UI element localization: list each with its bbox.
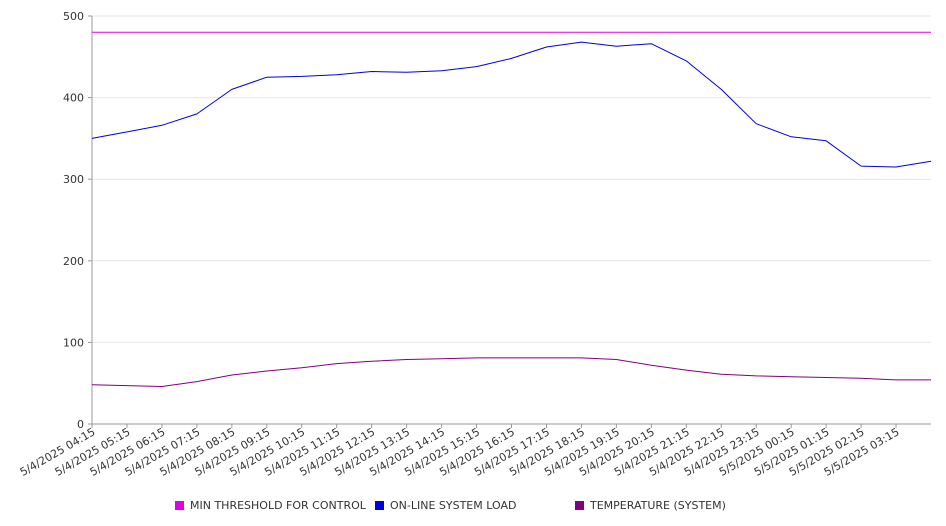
y-tick-label-300: 300 (63, 173, 84, 186)
series-lines (91, 31, 932, 387)
axes (91, 16, 931, 425)
y-tick-label-400: 400 (63, 92, 84, 105)
legend-item-temperature[interactable]: TEMPERATURE (SYSTEM) (575, 499, 726, 512)
legend-item-min-threshold[interactable]: MIN THRESHOLD FOR CONTROL (175, 499, 366, 512)
legend-swatch-temperature (575, 501, 584, 510)
legend-label-system-load: ON-LINE SYSTEM LOAD (390, 499, 517, 512)
gridlines (92, 15, 931, 425)
x-axis-ticks: 5/4/2025 04:155/4/2025 05:155/4/2025 06:… (18, 424, 902, 479)
y-tick-label-0: 0 (77, 418, 84, 431)
y-tick-label-200: 200 (63, 255, 84, 268)
series-line-1 (91, 41, 932, 168)
legend-item-system-load[interactable]: ON-LINE SYSTEM LOAD (375, 499, 516, 512)
y-tick-label-500: 500 (63, 10, 84, 23)
y-axis-ticks: 0 100 200 300 400 500 (63, 10, 92, 431)
y-tick-label-100: 100 (63, 336, 84, 349)
legend-label-temperature: TEMPERATURE (SYSTEM) (590, 499, 726, 512)
series-line-2 (91, 357, 931, 387)
legend-swatch-min-threshold (175, 501, 184, 510)
legend-label-min-threshold: MIN THRESHOLD FOR CONTROL (190, 499, 366, 512)
legend-swatch-system-load (375, 501, 384, 510)
legend: MIN THRESHOLD FOR CONTROL ON-LINE SYSTEM… (0, 499, 946, 513)
